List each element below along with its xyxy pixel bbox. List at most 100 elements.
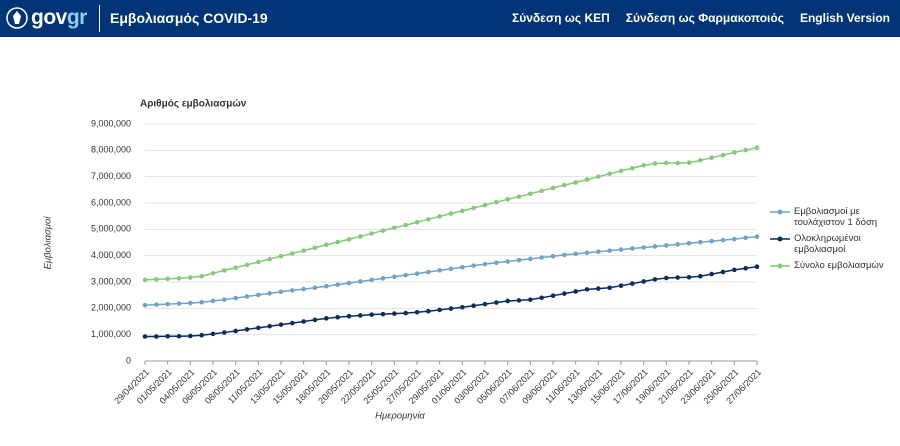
- data-point: [448, 306, 454, 311]
- data-point: [516, 257, 522, 263]
- emblem: [6, 7, 28, 29]
- data-point: [528, 297, 533, 302]
- data-point: [290, 320, 295, 326]
- data-point: [618, 168, 624, 174]
- nav-link[interactable]: Σύνδεση ως Φαρμακοποιός: [625, 11, 784, 25]
- series-line: [144, 146, 758, 281]
- data-point: [539, 255, 544, 260]
- data-point: [743, 147, 748, 153]
- nav-link[interactable]: English Version: [799, 11, 890, 25]
- data-point: [403, 310, 408, 316]
- data-point: [176, 301, 182, 306]
- y-tick-label: 4,000,000: [91, 250, 131, 260]
- data-point: [652, 277, 658, 282]
- data-point: [312, 245, 318, 251]
- x-tick-label: 19/06/2021: [634, 367, 673, 406]
- y-tick-label: 1,000,000: [91, 329, 131, 339]
- data-point: [256, 259, 261, 265]
- y-tick-label: 0: [126, 355, 131, 365]
- data-point: [324, 316, 329, 321]
- data-point: [142, 334, 148, 339]
- data-point: [539, 188, 544, 194]
- x-tick-label: 20/05/2021: [316, 367, 355, 406]
- data-point: [369, 312, 374, 317]
- data-point: [720, 269, 726, 275]
- data-point: [664, 275, 669, 281]
- data-point: [732, 267, 737, 273]
- data-point: [244, 294, 250, 299]
- data-point: [301, 248, 306, 253]
- data-point: [154, 334, 159, 339]
- data-point: [335, 314, 340, 320]
- data-point: [596, 174, 601, 179]
- data-point: [392, 274, 397, 280]
- data-point: [482, 202, 488, 208]
- x-tick-label: 06/05/2021: [180, 367, 219, 406]
- data-point: [664, 160, 669, 166]
- data-point: [233, 328, 238, 334]
- data-point: [754, 264, 760, 270]
- data-point: [414, 271, 420, 276]
- data-point: [324, 242, 329, 248]
- data-point: [267, 291, 272, 296]
- data-point: [528, 256, 533, 262]
- x-tick-label: 22/05/2021: [339, 367, 378, 406]
- data-point: [607, 248, 612, 253]
- legend-item[interactable]: Εμβολιασμοί με τουλάχιστον 1 δόση: [770, 206, 890, 228]
- data-point: [222, 330, 227, 335]
- data-point: [720, 152, 726, 158]
- data-point: [210, 271, 216, 276]
- data-point: [324, 283, 329, 289]
- data-point: [550, 253, 556, 259]
- x-tick-label: 01/06/2021: [430, 367, 469, 406]
- nav-link[interactable]: Σύνδεση ως ΚΕΠ: [512, 11, 610, 25]
- data-point: [709, 271, 714, 277]
- data-point: [494, 260, 499, 266]
- legend-item[interactable]: Σύνολο εμβολιασμών: [770, 260, 890, 271]
- data-point: [188, 300, 193, 306]
- data-point: [176, 276, 182, 281]
- data-point: [380, 311, 386, 317]
- data-point: [426, 217, 431, 222]
- x-tick-label: 03/06/2021: [452, 367, 491, 406]
- logo[interactable]: govgr: [31, 6, 87, 30]
- legend-marker: [770, 236, 790, 242]
- data-point: [290, 288, 295, 293]
- y-tick-label: 5,000,000: [91, 224, 131, 234]
- data-point: [460, 264, 465, 270]
- data-point: [618, 283, 624, 288]
- data-point: [494, 199, 499, 205]
- data-point: [267, 323, 272, 329]
- data-point: [244, 262, 250, 268]
- data-point: [698, 239, 703, 245]
- data-point: [301, 319, 306, 324]
- data-point: [743, 266, 748, 271]
- legend: Εμβολιασμοί με τουλάχιστον 1 δόση Ολοκληρ…: [770, 206, 890, 276]
- x-axis-title: Ημερομηνία: [375, 411, 425, 422]
- chart-title: Αριθμός εμβολιασμών: [140, 99, 247, 110]
- data-point: [369, 277, 374, 283]
- data-point: [312, 285, 318, 291]
- y-tick-label: 7,000,000: [91, 171, 131, 181]
- data-point: [675, 275, 680, 280]
- data-point: [448, 266, 454, 272]
- legend-label: Εμβολιασμοί με τουλάχιστον 1 δόση: [794, 206, 878, 228]
- data-point: [732, 150, 737, 155]
- legend-item[interactable]: Ολοκληρωμένοι εμβολιασμοί: [770, 233, 890, 255]
- data-point: [437, 268, 442, 273]
- x-tick-label: 17/06/2021: [611, 367, 650, 406]
- data-point: [335, 282, 340, 287]
- data-point: [573, 289, 578, 294]
- x-tick-label: 05/06/2021: [475, 367, 514, 406]
- data-point: [233, 265, 238, 271]
- data-point: [426, 308, 431, 314]
- y-tick-label: 6,000,000: [91, 197, 131, 207]
- data-point: [505, 197, 510, 202]
- data-point: [233, 295, 238, 301]
- data-point: [278, 322, 284, 327]
- data-point: [539, 295, 544, 301]
- data-point: [550, 185, 556, 191]
- x-tick-label: 23/06/2021: [679, 367, 718, 406]
- x-tick-label: 08/05/2021: [203, 367, 242, 406]
- data-point: [743, 235, 748, 241]
